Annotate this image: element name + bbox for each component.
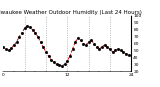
Title: Milwaukee Weather Outdoor Humidity (Last 24 Hours): Milwaukee Weather Outdoor Humidity (Last…: [0, 10, 142, 15]
